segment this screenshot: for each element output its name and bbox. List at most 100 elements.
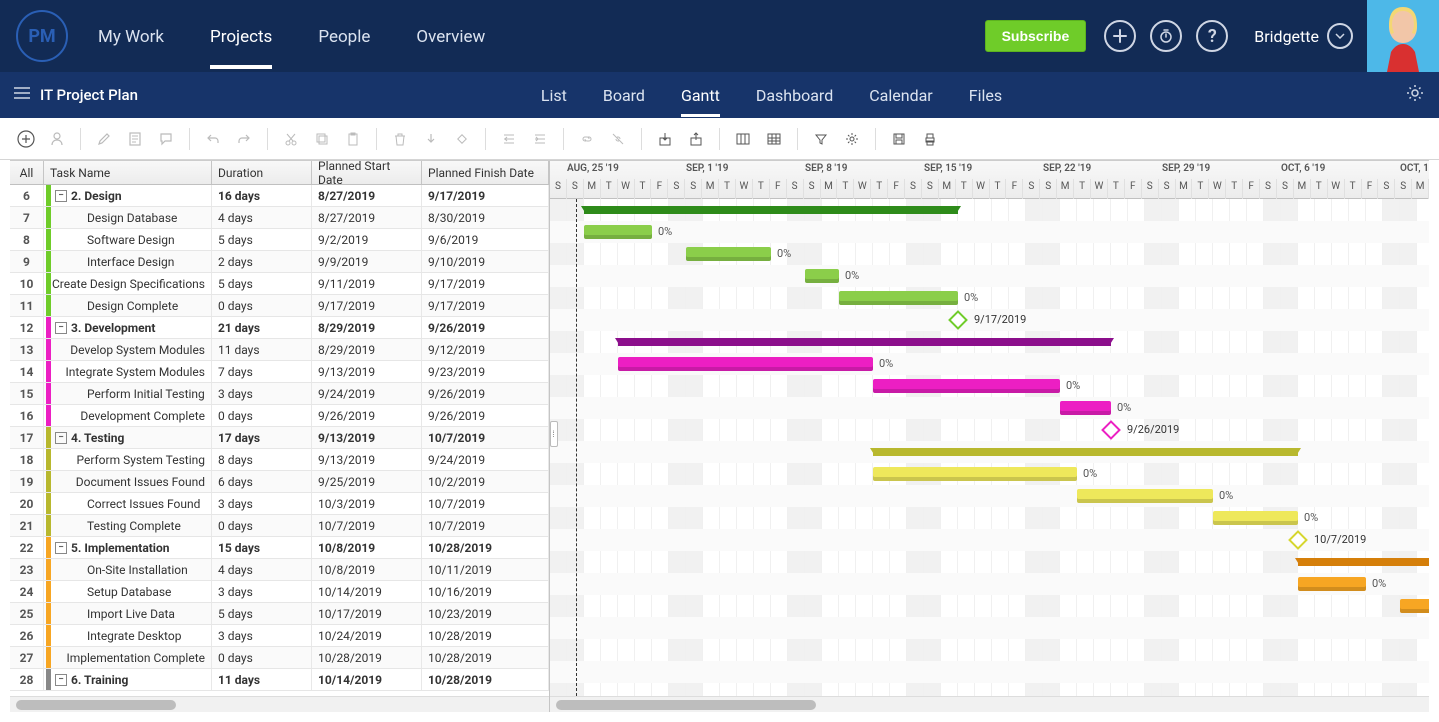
nav-projects[interactable]: Projects xyxy=(210,3,272,69)
gantt-task-bar[interactable] xyxy=(1400,599,1429,613)
table-row[interactable]: 15Perform Initial Testing3 days9/24/2019… xyxy=(10,383,549,405)
tab-list[interactable]: List xyxy=(541,74,567,117)
table-row[interactable]: 16Development Complete0 days9/26/20199/2… xyxy=(10,405,549,427)
edit-icon[interactable] xyxy=(90,125,118,153)
milestone-icon[interactable] xyxy=(448,125,476,153)
gantt-task-bar[interactable] xyxy=(873,379,1060,393)
help-icon[interactable]: ? xyxy=(1196,20,1228,52)
table-row[interactable]: 24Setup Database3 days10/14/201910/16/20… xyxy=(10,581,549,603)
table-row[interactable]: 9Interface Design2 days9/9/20199/10/2019 xyxy=(10,251,549,273)
grid-hscroll[interactable] xyxy=(10,696,549,712)
table-row[interactable]: 26Integrate Desktop3 days10/24/201910/28… xyxy=(10,625,549,647)
nav-overview[interactable]: Overview xyxy=(416,3,485,69)
table-row[interactable]: 27Implementation Complete0 days10/28/201… xyxy=(10,647,549,669)
paste-icon[interactable] xyxy=(339,125,367,153)
gantt-summary-bar[interactable] xyxy=(873,448,1298,456)
gantt-hscroll[interactable] xyxy=(550,696,1429,712)
gantt-task-bar[interactable] xyxy=(839,291,958,305)
collapse-icon[interactable]: − xyxy=(55,542,67,554)
table-row[interactable]: 14Integrate System Modules7 days9/13/201… xyxy=(10,361,549,383)
save-icon[interactable] xyxy=(885,125,913,153)
table-row[interactable]: 17−4. Testing17 days9/13/201910/7/2019 xyxy=(10,427,549,449)
gantt-task-bar[interactable] xyxy=(1077,489,1213,503)
settings-icon[interactable] xyxy=(1405,83,1425,107)
notes-icon[interactable] xyxy=(121,125,149,153)
table-row[interactable]: 11Design Complete0 days9/17/20199/17/201… xyxy=(10,295,549,317)
day-label: S xyxy=(1260,179,1277,199)
gantt-task-bar[interactable] xyxy=(584,225,652,239)
gantt-summary-bar[interactable] xyxy=(584,206,958,214)
outdent-icon[interactable] xyxy=(495,125,523,153)
nav-my-work[interactable]: My Work xyxy=(98,3,164,69)
grid-icon[interactable] xyxy=(760,125,788,153)
table-row[interactable]: 13Develop System Modules11 days8/29/2019… xyxy=(10,339,549,361)
options-icon[interactable] xyxy=(838,125,866,153)
table-row[interactable]: 6−2. Design16 days8/27/20199/17/2019 xyxy=(10,185,549,207)
comment-icon[interactable] xyxy=(152,125,180,153)
cut-icon[interactable] xyxy=(277,125,305,153)
export-icon[interactable] xyxy=(682,125,710,153)
gantt-summary-bar[interactable] xyxy=(1298,558,1429,566)
header-all[interactable]: All xyxy=(10,161,44,184)
table-row[interactable]: 28−6. Training11 days10/14/201910/28/201… xyxy=(10,669,549,691)
redo-icon[interactable] xyxy=(230,125,258,153)
table-row[interactable]: 19Document Issues Found6 days9/25/201910… xyxy=(10,471,549,493)
priority-icon[interactable] xyxy=(417,125,445,153)
table-row[interactable]: 8Software Design5 days9/2/20199/6/2019 xyxy=(10,229,549,251)
link-icon[interactable] xyxy=(573,125,601,153)
gantt-task-bar[interactable] xyxy=(805,269,839,283)
gantt-task-bar[interactable] xyxy=(1213,511,1298,525)
delete-icon[interactable] xyxy=(386,125,414,153)
filter-icon[interactable] xyxy=(807,125,835,153)
table-row[interactable]: 25Import Live Data5 days10/17/201910/23/… xyxy=(10,603,549,625)
table-row[interactable]: 7Design Database4 days8/27/20198/30/2019 xyxy=(10,207,549,229)
gantt-task-bar[interactable] xyxy=(1298,577,1366,591)
table-row[interactable]: 12−3. Development21 days8/29/20199/26/20… xyxy=(10,317,549,339)
table-row[interactable]: 20Correct Issues Found3 days10/3/201910/… xyxy=(10,493,549,515)
indent-icon[interactable] xyxy=(526,125,554,153)
tab-files[interactable]: Files xyxy=(969,74,1002,117)
add-icon[interactable] xyxy=(1104,20,1136,52)
add-task-icon[interactable] xyxy=(12,125,40,153)
table-row[interactable]: 21Testing Complete0 days10/7/201910/7/20… xyxy=(10,515,549,537)
nav-people[interactable]: People xyxy=(318,3,370,69)
splitter-handle[interactable]: ⁞ xyxy=(550,421,558,447)
tab-gantt[interactable]: Gantt xyxy=(681,74,720,117)
gantt-task-bar[interactable] xyxy=(618,357,873,371)
collapse-icon[interactable]: − xyxy=(55,432,67,444)
header-duration[interactable]: Duration xyxy=(212,161,312,184)
tab-calendar[interactable]: Calendar xyxy=(869,74,932,117)
table-row[interactable]: 18Perform System Testing8 days9/13/20199… xyxy=(10,449,549,471)
unlink-icon[interactable] xyxy=(604,125,632,153)
gantt-task-bar[interactable] xyxy=(873,467,1077,481)
tab-board[interactable]: Board xyxy=(603,74,645,117)
undo-icon[interactable] xyxy=(199,125,227,153)
task-name: Perform Initial Testing xyxy=(87,387,205,401)
columns-icon[interactable] xyxy=(729,125,757,153)
subscribe-button[interactable]: Subscribe xyxy=(985,20,1087,52)
collapse-icon[interactable]: − xyxy=(55,322,67,334)
hamburger-icon[interactable] xyxy=(14,87,30,103)
collapse-icon[interactable]: − xyxy=(55,190,67,202)
gantt-task-bar[interactable] xyxy=(1060,401,1111,415)
table-row[interactable]: 23On-Site Installation4 days10/8/201910/… xyxy=(10,559,549,581)
tab-dashboard[interactable]: Dashboard xyxy=(756,74,833,117)
table-row[interactable]: 10Create Design Specifications5 days9/11… xyxy=(10,273,549,295)
avatar[interactable] xyxy=(1367,0,1439,72)
header-start[interactable]: Planned Start Date xyxy=(312,161,422,184)
assign-icon[interactable] xyxy=(43,125,71,153)
print-icon[interactable] xyxy=(916,125,944,153)
collapse-icon[interactable]: − xyxy=(55,674,67,686)
gantt-summary-bar[interactable] xyxy=(618,338,1111,346)
user-menu-dropdown[interactable] xyxy=(1327,23,1353,49)
table-row[interactable]: 22−5. Implementation15 days10/8/201910/2… xyxy=(10,537,549,559)
copy-icon[interactable] xyxy=(308,125,336,153)
header-finish[interactable]: Planned Finish Date xyxy=(422,161,549,184)
timeline-body[interactable]: 0%0%0%0%9/17/20190%0%0%9/26/20190%0%0%10… xyxy=(550,199,1429,696)
header-name[interactable]: Task Name xyxy=(44,161,212,184)
timer-icon[interactable] xyxy=(1150,20,1182,52)
day-label: F xyxy=(1243,179,1260,199)
logo[interactable]: PM xyxy=(16,10,68,62)
import-icon[interactable] xyxy=(651,125,679,153)
gantt-task-bar[interactable] xyxy=(686,247,771,261)
